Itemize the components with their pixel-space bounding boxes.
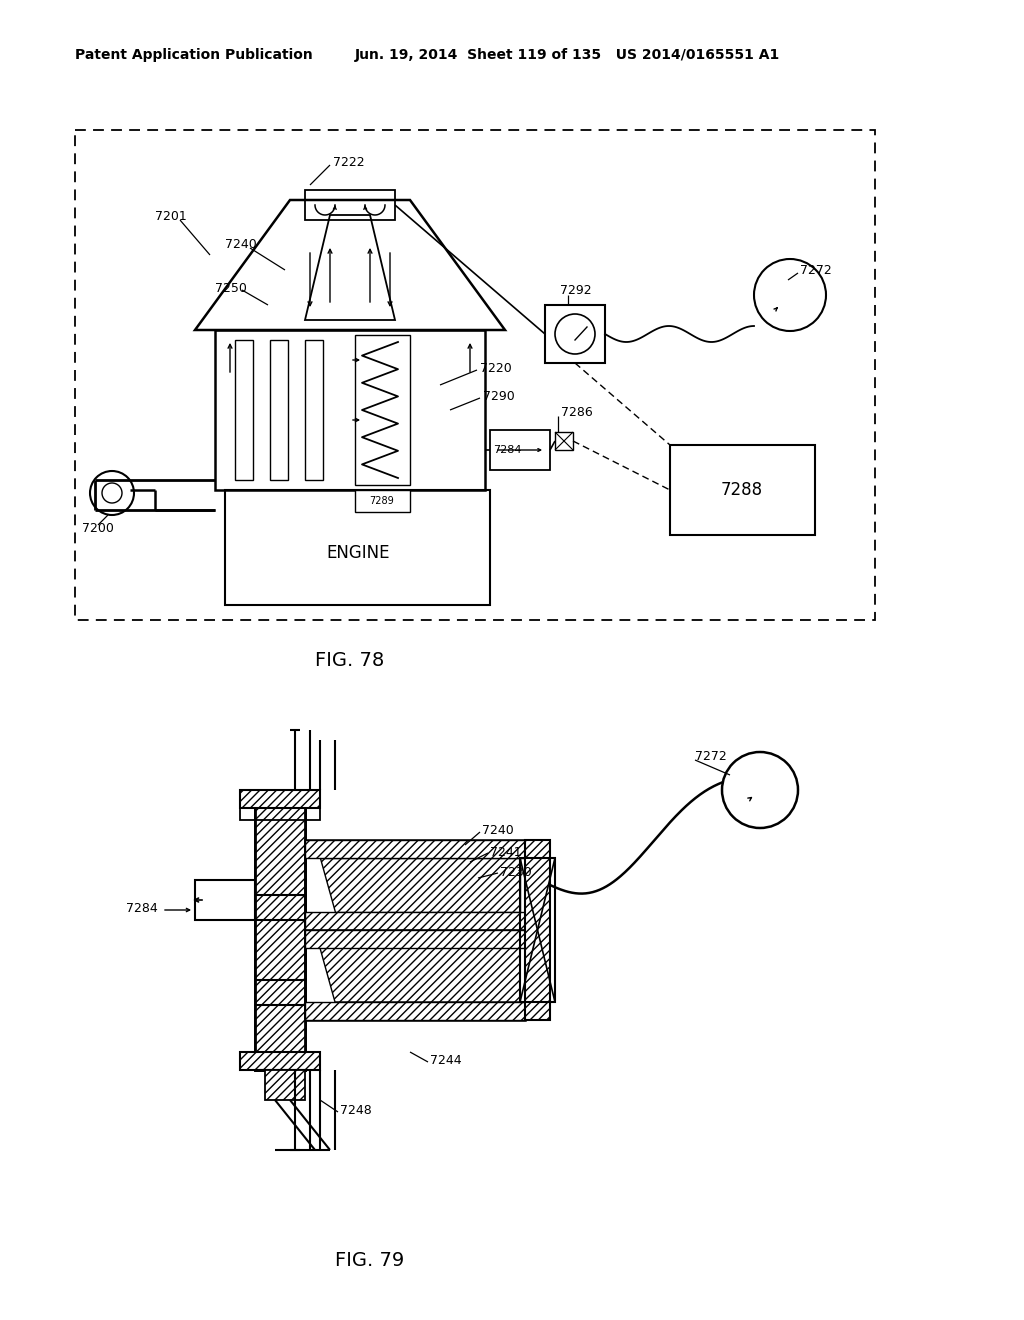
Text: 7244: 7244 xyxy=(430,1053,462,1067)
Bar xyxy=(305,840,525,931)
Bar xyxy=(270,341,288,480)
Text: ENGINE: ENGINE xyxy=(327,544,390,562)
Bar xyxy=(355,490,410,512)
Bar xyxy=(305,1002,525,1020)
Text: 7240: 7240 xyxy=(225,239,257,252)
Bar xyxy=(525,840,550,1020)
Text: 7200: 7200 xyxy=(82,521,114,535)
Text: 7272: 7272 xyxy=(695,751,727,763)
Bar xyxy=(255,789,305,1071)
Bar xyxy=(234,341,253,480)
Text: 7201: 7201 xyxy=(155,210,186,223)
Text: 7290: 7290 xyxy=(483,389,515,403)
Bar xyxy=(305,190,395,220)
Bar xyxy=(240,1052,319,1071)
Text: 7272: 7272 xyxy=(800,264,831,276)
Polygon shape xyxy=(319,858,520,912)
Bar xyxy=(355,335,410,484)
Text: 7240: 7240 xyxy=(482,824,514,837)
Bar xyxy=(555,432,573,450)
Text: 7288: 7288 xyxy=(721,480,763,499)
Bar xyxy=(305,931,525,948)
Text: 7230: 7230 xyxy=(500,866,531,879)
Bar xyxy=(225,490,490,605)
Text: 7292: 7292 xyxy=(560,284,592,297)
Bar xyxy=(490,430,550,470)
Text: 7248: 7248 xyxy=(340,1104,372,1117)
Bar xyxy=(520,858,555,1002)
Text: 7220: 7220 xyxy=(480,362,512,375)
Bar xyxy=(305,912,525,931)
Polygon shape xyxy=(319,948,520,1002)
Text: FIG. 79: FIG. 79 xyxy=(336,1250,404,1270)
Text: Patent Application Publication: Patent Application Publication xyxy=(75,48,312,62)
Text: 7241: 7241 xyxy=(490,846,521,858)
Bar xyxy=(305,931,525,1020)
Bar xyxy=(215,330,485,490)
Bar xyxy=(240,808,319,820)
Bar xyxy=(75,129,874,620)
Text: 7284: 7284 xyxy=(493,445,521,455)
Text: FIG. 78: FIG. 78 xyxy=(315,651,385,669)
Bar xyxy=(545,305,605,363)
Text: Jun. 19, 2014  Sheet 119 of 135   US 2014/0165551 A1: Jun. 19, 2014 Sheet 119 of 135 US 2014/0… xyxy=(355,48,780,62)
Bar xyxy=(670,445,815,535)
Bar xyxy=(305,840,525,858)
Text: 7222: 7222 xyxy=(333,156,365,169)
Bar xyxy=(305,341,323,480)
Text: 7284: 7284 xyxy=(126,902,158,915)
Bar xyxy=(240,789,319,808)
Bar xyxy=(195,880,255,920)
Text: 7286: 7286 xyxy=(561,407,593,420)
Bar xyxy=(255,789,305,1071)
Bar xyxy=(265,1071,305,1100)
Text: 7250: 7250 xyxy=(215,281,247,294)
Text: 7289: 7289 xyxy=(370,496,394,506)
